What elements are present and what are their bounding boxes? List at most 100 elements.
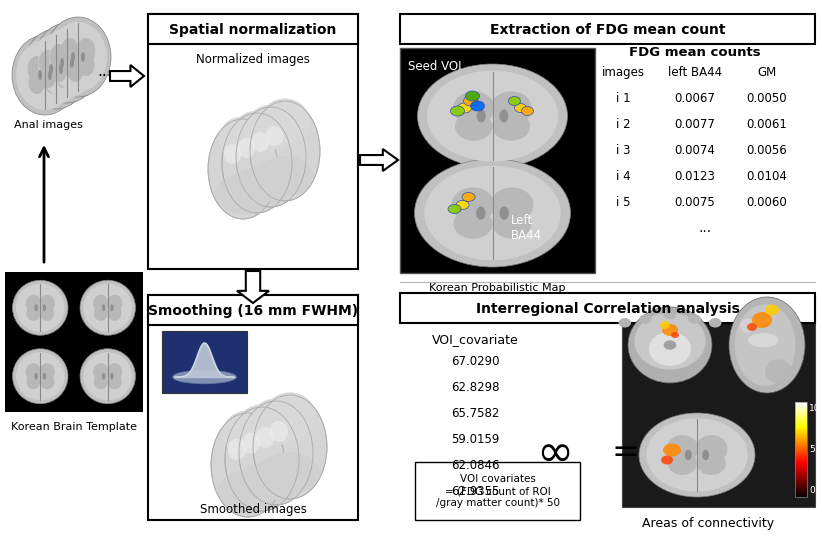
Ellipse shape [16,40,74,110]
Ellipse shape [224,144,241,164]
Ellipse shape [458,103,472,113]
Text: 0.0056: 0.0056 [746,144,787,157]
Text: Anal images: Anal images [13,120,82,130]
Ellipse shape [80,280,136,335]
Text: 10: 10 [809,404,820,413]
Text: 62.9355: 62.9355 [450,485,499,498]
Ellipse shape [102,304,105,311]
Text: Seed VOI: Seed VOI [408,60,461,73]
Ellipse shape [94,306,108,321]
Ellipse shape [702,450,709,460]
Ellipse shape [93,295,109,312]
Ellipse shape [38,28,96,98]
Ellipse shape [173,370,237,384]
Ellipse shape [35,304,38,311]
Text: =: = [611,436,639,469]
Ellipse shape [462,193,475,201]
Ellipse shape [667,435,699,463]
Text: Interregional Correlation analysis: Interregional Correlation analysis [476,302,740,316]
Ellipse shape [492,112,530,141]
Ellipse shape [671,332,679,338]
Text: i 3: i 3 [616,144,630,157]
Ellipse shape [455,112,492,141]
Ellipse shape [49,44,68,70]
Bar [415,462,580,520]
Text: Korean Brain Template: Korean Brain Template [11,422,137,432]
Ellipse shape [67,60,84,82]
Ellipse shape [685,450,692,460]
Ellipse shape [477,109,486,123]
Ellipse shape [250,101,320,201]
Ellipse shape [229,168,285,208]
Ellipse shape [264,392,316,439]
Polygon shape [237,271,269,303]
Text: 59.0159: 59.0159 [450,433,499,446]
Ellipse shape [59,64,63,74]
Text: Smoothing (16 mm FWHM): Smoothing (16 mm FWHM) [148,304,358,318]
Ellipse shape [81,52,85,62]
Ellipse shape [453,92,494,125]
Ellipse shape [247,104,295,150]
Ellipse shape [261,99,310,143]
Text: ...: ... [97,65,112,79]
Text: 62.0846: 62.0846 [450,459,499,472]
Ellipse shape [454,209,492,239]
Ellipse shape [222,410,274,457]
Ellipse shape [219,470,278,512]
Ellipse shape [450,106,464,116]
Ellipse shape [70,58,74,68]
Bar [400,48,595,273]
Ellipse shape [94,374,108,389]
Ellipse shape [34,23,100,103]
Ellipse shape [448,204,461,214]
Text: Spatial normalization: Spatial normalization [169,23,337,37]
Ellipse shape [225,407,299,511]
Ellipse shape [663,444,681,456]
Ellipse shape [252,132,270,152]
Ellipse shape [39,295,55,312]
Ellipse shape [12,35,78,115]
Polygon shape [360,149,398,171]
Ellipse shape [40,306,54,321]
Text: GM: GM [757,66,777,79]
Ellipse shape [26,374,40,389]
Ellipse shape [499,109,508,123]
Ellipse shape [639,413,755,497]
Ellipse shape [256,427,275,448]
Ellipse shape [646,418,748,492]
Ellipse shape [424,166,561,260]
Ellipse shape [464,96,478,106]
Ellipse shape [28,56,46,82]
Ellipse shape [747,323,757,331]
Ellipse shape [45,17,111,97]
Ellipse shape [729,297,805,393]
Ellipse shape [49,22,107,92]
Text: Normalized images: Normalized images [196,54,310,66]
Ellipse shape [93,363,109,381]
Ellipse shape [709,318,722,328]
Bar [148,295,358,325]
Ellipse shape [61,38,79,64]
Ellipse shape [662,324,678,336]
Ellipse shape [77,38,95,64]
Ellipse shape [451,187,495,223]
Ellipse shape [39,66,56,88]
Ellipse shape [521,107,533,116]
Text: images: images [602,66,644,79]
Ellipse shape [107,363,122,381]
Ellipse shape [491,92,532,125]
Text: 0.0067: 0.0067 [675,92,715,105]
Text: i 1: i 1 [616,92,630,105]
Text: VOI_covariate: VOI_covariate [432,333,519,346]
Ellipse shape [78,54,95,76]
Ellipse shape [71,52,75,62]
Ellipse shape [247,458,306,500]
Ellipse shape [222,113,292,213]
Text: Left
BA44: Left BA44 [510,214,542,242]
Ellipse shape [765,305,779,315]
Bar [5,272,143,412]
Ellipse shape [697,452,726,475]
Ellipse shape [492,209,532,239]
Text: 0.0123: 0.0123 [675,170,715,183]
Bar [148,14,358,269]
